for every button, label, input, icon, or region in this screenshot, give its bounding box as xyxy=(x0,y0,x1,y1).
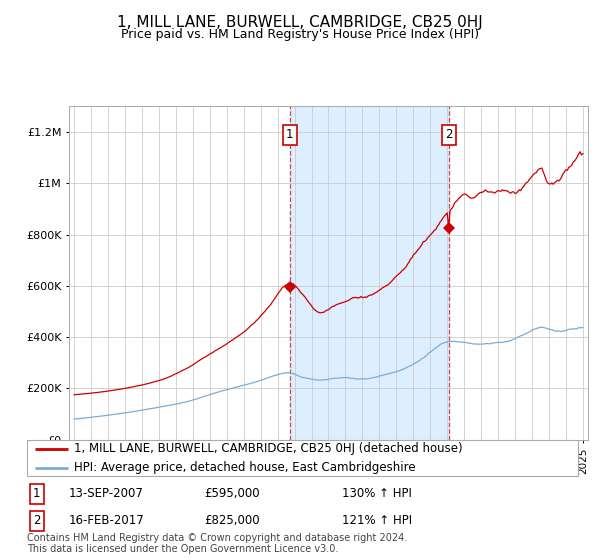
Text: 1: 1 xyxy=(33,487,41,501)
Text: HPI: Average price, detached house, East Cambridgeshire: HPI: Average price, detached house, East… xyxy=(74,461,416,474)
Text: £595,000: £595,000 xyxy=(204,487,260,501)
Text: 1, MILL LANE, BURWELL, CAMBRIDGE, CB25 0HJ (detached house): 1, MILL LANE, BURWELL, CAMBRIDGE, CB25 0… xyxy=(74,442,463,455)
Text: 16-FEB-2017: 16-FEB-2017 xyxy=(69,514,145,528)
Text: 13-SEP-2007: 13-SEP-2007 xyxy=(69,487,144,501)
Text: £825,000: £825,000 xyxy=(204,514,260,528)
Text: 130% ↑ HPI: 130% ↑ HPI xyxy=(342,487,412,501)
Bar xyxy=(290,106,449,440)
Text: 1, MILL LANE, BURWELL, CAMBRIDGE, CB25 0HJ: 1, MILL LANE, BURWELL, CAMBRIDGE, CB25 0… xyxy=(117,15,483,30)
Text: 2: 2 xyxy=(33,514,41,528)
FancyBboxPatch shape xyxy=(27,440,578,477)
Text: Price paid vs. HM Land Registry's House Price Index (HPI): Price paid vs. HM Land Registry's House … xyxy=(121,28,479,41)
Text: Contains HM Land Registry data © Crown copyright and database right 2024.
This d: Contains HM Land Registry data © Crown c… xyxy=(27,533,407,554)
Text: 121% ↑ HPI: 121% ↑ HPI xyxy=(342,514,412,528)
Text: 2: 2 xyxy=(446,128,453,141)
Text: 1: 1 xyxy=(286,128,293,141)
